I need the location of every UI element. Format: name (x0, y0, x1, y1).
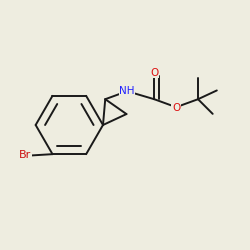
Text: O: O (172, 104, 180, 114)
Text: NH: NH (120, 86, 135, 96)
Text: O: O (150, 68, 158, 78)
Text: Br: Br (19, 150, 32, 160)
